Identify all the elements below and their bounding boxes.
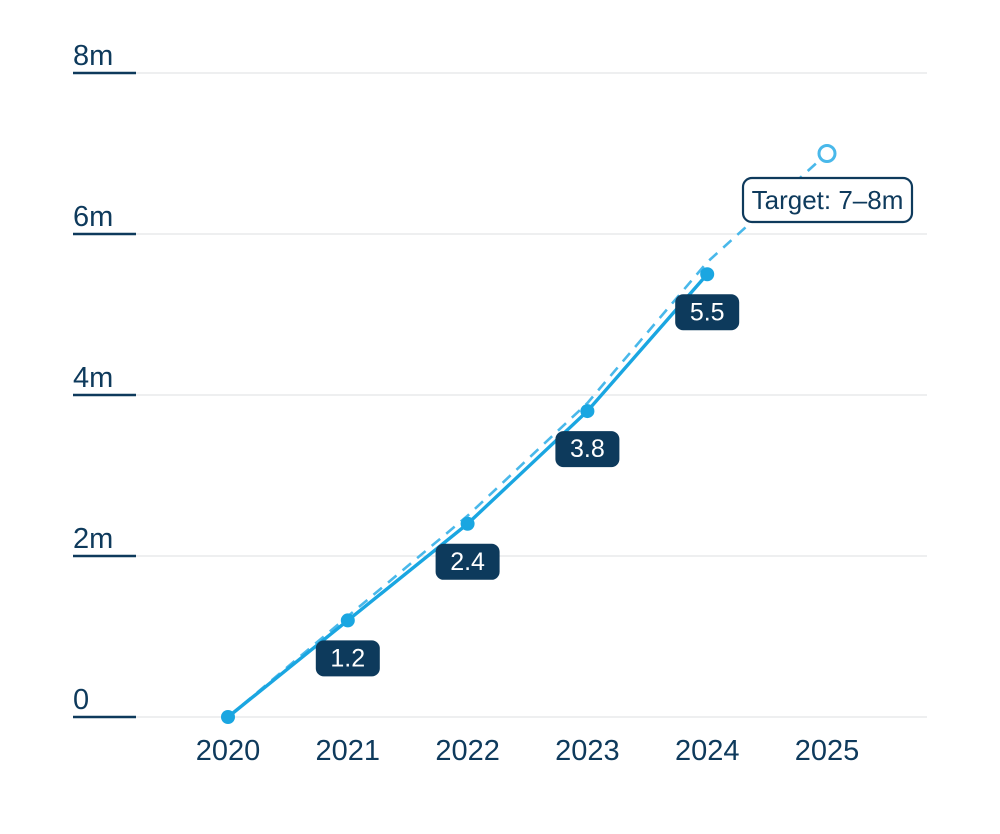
data-point-2021 — [340, 613, 355, 628]
y-tick-label-8m: 8m — [73, 40, 113, 72]
x-tick-label-2020: 2020 — [196, 735, 261, 767]
value-label-box-2022 — [435, 543, 500, 580]
target-trajectory-line — [227, 152, 828, 718]
value-label-2021: 1.2 — [330, 644, 365, 672]
data-point-2024 — [700, 267, 715, 282]
x-tick-label-2022: 2022 — [435, 735, 500, 767]
y-tick-label-0: 0 — [73, 684, 89, 716]
y-tick-label-4m: 4m — [73, 362, 113, 394]
y-tick-label-6m: 6m — [73, 201, 113, 233]
value-label-2024: 5.5 — [690, 298, 725, 326]
actual-line — [226, 273, 709, 719]
value-label-2023: 3.8 — [570, 435, 605, 463]
data-point-2022 — [460, 516, 475, 531]
x-tick-label-2021: 2021 — [316, 735, 381, 767]
value-label-box-2024 — [675, 294, 740, 331]
x-tick-label-2023: 2023 — [555, 735, 620, 767]
target-annotation-box — [741, 176, 914, 224]
target-open-circle — [817, 144, 837, 163]
value-label-box-2021 — [315, 640, 380, 677]
value-label-box-2023 — [555, 431, 620, 468]
x-tick-label-2025: 2025 — [795, 735, 860, 767]
data-point-2023 — [580, 404, 595, 419]
x-tick-label-2024: 2024 — [675, 735, 740, 767]
value-label-2022: 2.4 — [450, 548, 485, 576]
y-tick-label-2m: 2m — [73, 523, 113, 555]
target-annotation-text: Target: 7–8m — [752, 185, 904, 215]
data-point-2020 — [221, 710, 235, 724]
